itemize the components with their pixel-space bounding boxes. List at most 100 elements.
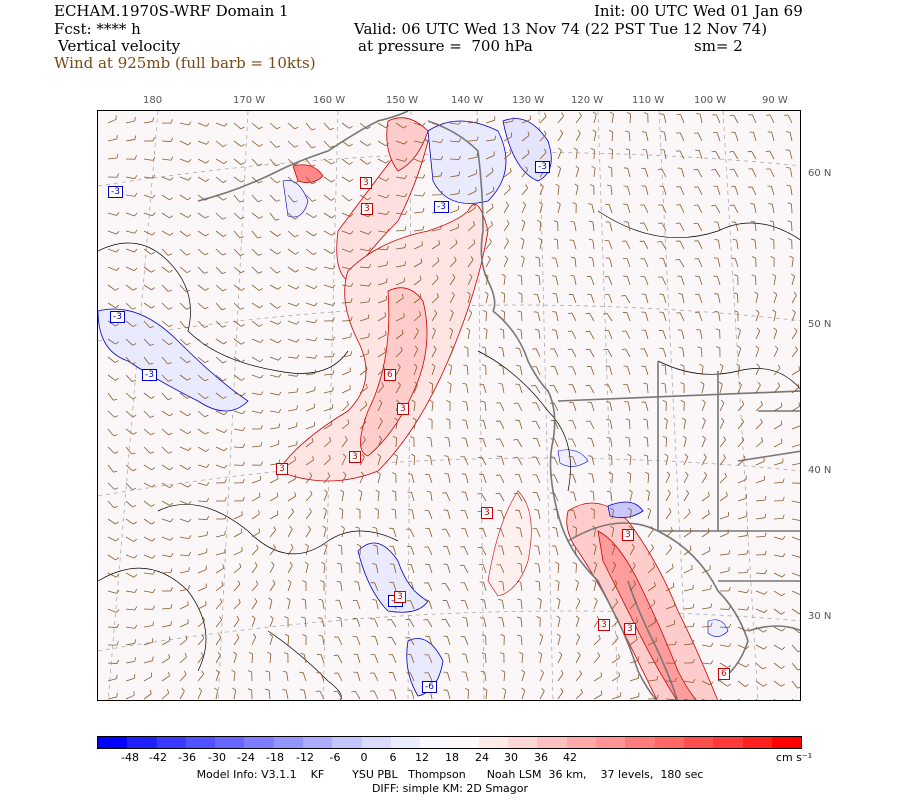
wind-barb <box>125 155 137 160</box>
wind-barb <box>550 474 559 484</box>
wind-barb <box>377 194 390 199</box>
wind-barb <box>233 410 246 415</box>
wind-barb <box>287 212 299 220</box>
wind-barb <box>443 635 451 646</box>
wind-barb <box>197 392 209 400</box>
wind-barb <box>572 202 577 214</box>
wind-barb <box>161 500 174 506</box>
wind-barb <box>269 176 281 184</box>
wind-barb <box>550 420 559 430</box>
wind-barb <box>659 185 667 196</box>
wind-barb <box>251 633 257 646</box>
wind-barb <box>787 220 793 232</box>
wind-barb <box>197 446 210 452</box>
wind-barb <box>553 220 559 232</box>
wind-barb <box>107 674 118 682</box>
wind-barb <box>538 651 543 664</box>
wind-barb <box>107 446 119 454</box>
wind-barb <box>107 623 120 628</box>
wind-barb <box>665 544 673 556</box>
wind-barb <box>161 446 173 454</box>
wind-barb <box>734 310 739 322</box>
wind-barb <box>462 382 469 394</box>
wind-barb <box>107 284 119 291</box>
wind-barb <box>513 402 523 412</box>
wind-barb <box>197 634 205 646</box>
wind-barb <box>701 471 708 484</box>
wind-barb <box>341 367 351 376</box>
wind-barb <box>479 617 487 628</box>
wind-barb <box>215 410 228 416</box>
wind-barb <box>639 240 649 250</box>
wind-barb <box>233 356 245 363</box>
wind-barb <box>517 562 523 574</box>
wind-barb <box>251 409 264 414</box>
wind-barb <box>125 691 135 700</box>
wind-barb <box>125 284 137 291</box>
wind-barb <box>179 194 192 201</box>
wind-barb <box>467 118 479 124</box>
wind-barb <box>626 111 632 124</box>
wind-barb <box>611 561 617 574</box>
wind-barb <box>161 654 170 664</box>
wind-barb <box>197 482 210 486</box>
wind-barb <box>693 168 703 178</box>
wind-barb <box>533 311 541 322</box>
colorbar-tick-label: -48 <box>121 751 139 764</box>
field-name: Vertical velocity <box>58 37 181 55</box>
wind-barb <box>791 327 798 340</box>
wind-barb <box>587 437 595 448</box>
wind-barb <box>197 338 209 346</box>
wind-barb <box>413 311 422 322</box>
wind-barb <box>323 212 336 219</box>
wind-barb <box>479 563 487 574</box>
wind-barb <box>477 456 487 466</box>
wind-barb <box>604 384 613 394</box>
wind-barb <box>107 135 118 142</box>
wind-barb <box>503 201 509 214</box>
wind-barb <box>483 327 488 340</box>
wind-barb <box>643 454 649 466</box>
wind-barb <box>503 255 509 268</box>
wind-barb <box>377 261 388 268</box>
wind-barb <box>682 435 687 448</box>
wind-barb <box>621 294 631 304</box>
negative-regions <box>98 118 729 697</box>
wind-barb <box>316 654 325 664</box>
wind-barb <box>425 635 433 646</box>
wind-barb <box>413 241 423 250</box>
wind-barb <box>426 436 433 448</box>
wind-barb <box>161 284 173 292</box>
wind-barb <box>532 438 541 448</box>
wind-barb <box>449 327 454 340</box>
wind-barb <box>629 635 638 646</box>
colorbar-swatch <box>127 737 157 748</box>
wind-barb <box>627 507 632 520</box>
wind-barb <box>373 544 379 556</box>
wind-barb <box>503 117 514 124</box>
wind-barb <box>407 563 415 574</box>
wind-barb <box>539 130 547 142</box>
negative-contour-label: -6 <box>422 681 437 693</box>
wind-barb <box>395 329 404 340</box>
init-time: Init: 00 UTC Wed 01 Jan 69 <box>594 2 803 20</box>
colorbar <box>97 736 802 749</box>
wind-barb <box>251 442 263 448</box>
wind-barb <box>125 657 136 664</box>
wind-barb <box>604 330 613 340</box>
wind-barb <box>413 139 426 144</box>
negative-contour-label: -3 <box>110 311 125 323</box>
wind-barb <box>377 453 382 466</box>
colorbar-swatch <box>156 737 186 748</box>
wind-barb <box>251 122 263 130</box>
wind-barb <box>515 509 523 520</box>
wind-barb <box>588 220 595 232</box>
wind-barb <box>179 687 185 700</box>
wind-barb <box>449 345 454 358</box>
wind-barb <box>678 293 685 304</box>
wind-barb <box>251 544 259 556</box>
wind-barb <box>197 356 209 364</box>
wind-barb <box>305 490 313 502</box>
wind-barb <box>521 687 526 700</box>
wind-barb <box>197 687 202 700</box>
